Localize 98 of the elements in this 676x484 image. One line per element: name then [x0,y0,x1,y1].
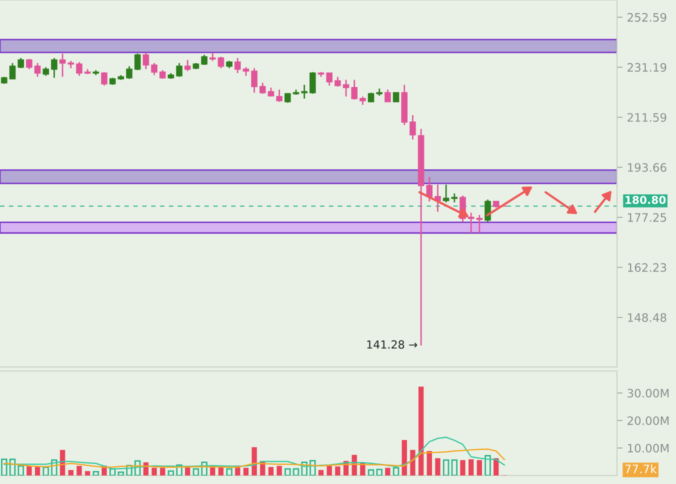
candlestick [251,67,258,94]
bar [152,468,157,476]
candlestick [484,198,491,223]
candlestick [126,66,132,80]
bar [76,466,82,476]
candlestick [410,114,416,140]
bar [368,469,374,476]
candlestick [59,52,66,78]
bar [9,458,16,476]
candlestick [442,184,450,204]
candlestick [334,76,341,88]
y-tick-label: 177.25 [628,213,666,222]
bar [335,466,340,476]
bar [385,468,390,476]
bar [68,470,74,476]
y-tick-label: 148.48 [628,313,666,322]
bar [292,468,300,476]
bar [451,459,458,476]
bar [392,467,400,476]
y-tick-label: 193.66 [628,163,666,172]
line-series [4,436,506,470]
bar [468,459,474,476]
bar [243,468,249,476]
candlestick [384,88,391,102]
bar [1,458,8,476]
bar [326,466,332,476]
bar [494,458,499,476]
ref-line-label: 180.80 [626,196,666,204]
bar [435,458,440,476]
candlestick [351,79,358,100]
y-tick-label: 211.59 [628,113,666,122]
bar [460,460,466,476]
bar [318,470,324,476]
candlestick [76,61,82,77]
y-tick-label: 162.23 [628,263,666,272]
candlestick [201,54,208,66]
bar [34,466,40,476]
bar [376,468,382,476]
bar [51,459,58,476]
bar [168,470,174,476]
candlestick [310,71,316,94]
bar [310,460,316,476]
bar [192,468,200,476]
candlestick [326,72,332,86]
bar [176,464,182,476]
bar [84,471,90,476]
candlestick [101,71,108,86]
bar [418,386,424,476]
candlestick [151,62,158,76]
bar [476,460,482,476]
bar [26,466,32,476]
y-tick-label: 20.00M [628,416,669,426]
candlestick [392,92,400,102]
candlestick [51,57,58,78]
candlestick [476,214,483,234]
bar [18,465,24,476]
annotation: 141.28 → [367,340,418,349]
candlestick [134,52,141,71]
y-tick-label: 252.59 [628,13,666,22]
bar [134,460,141,476]
candlestick [276,88,282,102]
y-tick-label: 10.00M [628,444,669,453]
candlestick [142,52,150,70]
candlestick [184,59,191,72]
bar [426,451,432,476]
candlestick [26,58,32,70]
bar [442,459,450,476]
bar [226,468,232,476]
bar [160,468,166,476]
candlestick [342,79,350,98]
bar [268,466,274,476]
bar [410,450,416,476]
y-tick-label: 30.00M [628,388,669,398]
bar [484,455,491,476]
bar [284,468,291,476]
text: 77.7k [625,464,657,474]
bar [301,462,308,476]
candlestick [368,92,374,102]
line-series [4,448,506,468]
bar [92,470,99,476]
candlestick [9,62,16,80]
candlestick [176,62,182,78]
bar [252,447,257,476]
bar [109,468,116,476]
candlestick [218,56,224,69]
candlestick [234,57,241,74]
y-tick-label: 231.19 [628,63,666,72]
bar [201,462,208,476]
candlestick [284,93,291,104]
bar [118,472,124,476]
bar [402,440,407,476]
candlestick [34,62,41,78]
candlestick [260,82,266,94]
bar [126,464,132,476]
candlestick [301,84,308,100]
candlestick [468,212,474,234]
bar [276,466,282,476]
bar [42,466,49,476]
